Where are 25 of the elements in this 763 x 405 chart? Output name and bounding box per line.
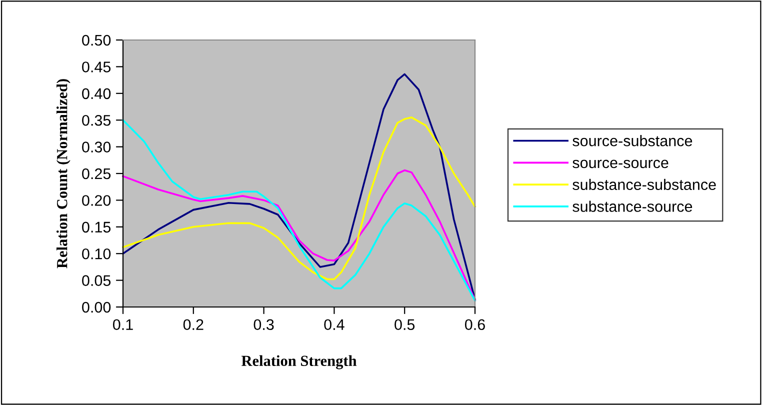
y-tick-label: 0.45 bbox=[82, 62, 111, 72]
x-tick-label: 0.6 bbox=[464, 319, 485, 330]
line-series bbox=[122, 73, 476, 300]
legend-label: substance-substance bbox=[572, 178, 716, 190]
legend-label: source-source bbox=[572, 160, 668, 168]
y-tick-label: 0.15 bbox=[82, 222, 111, 233]
y-axis-title: Relation Count (Normalized) bbox=[56, 79, 70, 268]
y-tick-label: 0.50 bbox=[82, 34, 111, 46]
y-tick-label: 0.40 bbox=[82, 88, 111, 100]
y-tick-label: 0.35 bbox=[82, 114, 111, 126]
x-tick-label: 0.3 bbox=[254, 319, 274, 330]
x-tick-label: 0.5 bbox=[394, 319, 415, 330]
legend-label: source-substance bbox=[572, 135, 692, 146]
y-tick-label: 0.25 bbox=[82, 168, 111, 180]
x-tick-label: 0.2 bbox=[183, 319, 204, 330]
x-tick-label: 0.4 bbox=[324, 319, 344, 330]
y-tick-label: 0.20 bbox=[82, 195, 111, 206]
legend-label: substance-source bbox=[572, 200, 692, 212]
line-series bbox=[122, 169, 476, 301]
x-axis-title: Relation Strength bbox=[241, 355, 357, 370]
x-tick-label: 0.1 bbox=[112, 319, 133, 330]
y-tick-label: 0.00 bbox=[82, 302, 111, 313]
y-tick-label: 0.05 bbox=[82, 275, 111, 286]
y-tick-label: 0.10 bbox=[82, 248, 111, 260]
y-tick-label: 0.30 bbox=[82, 142, 111, 152]
